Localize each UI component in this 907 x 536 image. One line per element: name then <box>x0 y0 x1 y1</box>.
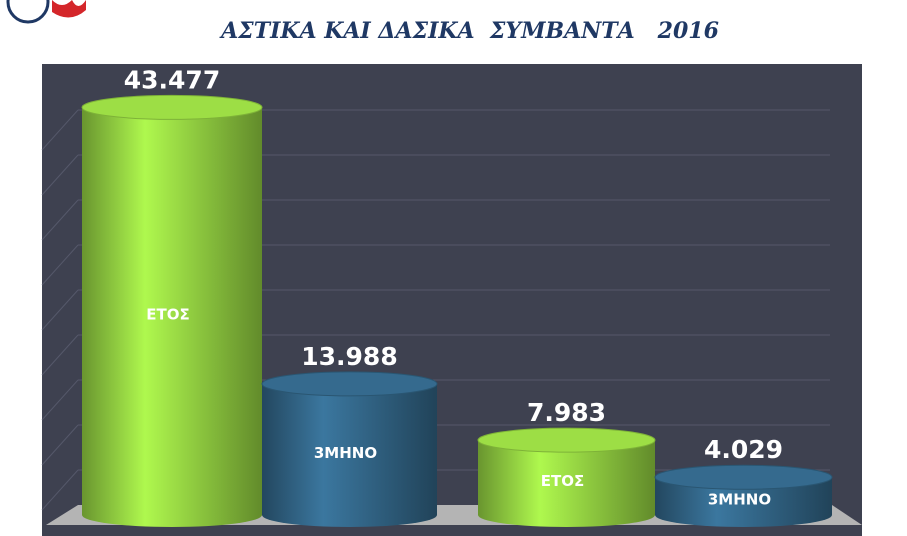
value-label: 13.988 <box>301 342 397 371</box>
value-label: 7.983 <box>527 398 606 427</box>
bar-top <box>654 464 833 490</box>
chart-title: ΑΣΤΙΚΑ ΚΑΙ ΔΑΣΙΚΑ ΣΥΜΒΑΝΤΑ 2016 <box>219 18 719 44</box>
bar-top <box>477 427 656 453</box>
category-label: ΕΤΟΣ <box>146 306 189 324</box>
bar-top <box>81 94 263 120</box>
bar-top <box>261 371 438 397</box>
bar <box>82 107 262 527</box>
value-label: 4.029 <box>704 435 783 464</box>
logo <box>6 0 86 24</box>
value-label: 43.477 <box>124 65 220 94</box>
bar <box>478 440 655 527</box>
bar <box>655 477 832 527</box>
bar <box>262 383 437 527</box>
category-label: ΕΤΟΣ <box>541 472 584 490</box>
category-label: 3ΜΗΝΟ <box>314 444 377 462</box>
category-label: 3ΜΗΝΟ <box>708 491 771 509</box>
